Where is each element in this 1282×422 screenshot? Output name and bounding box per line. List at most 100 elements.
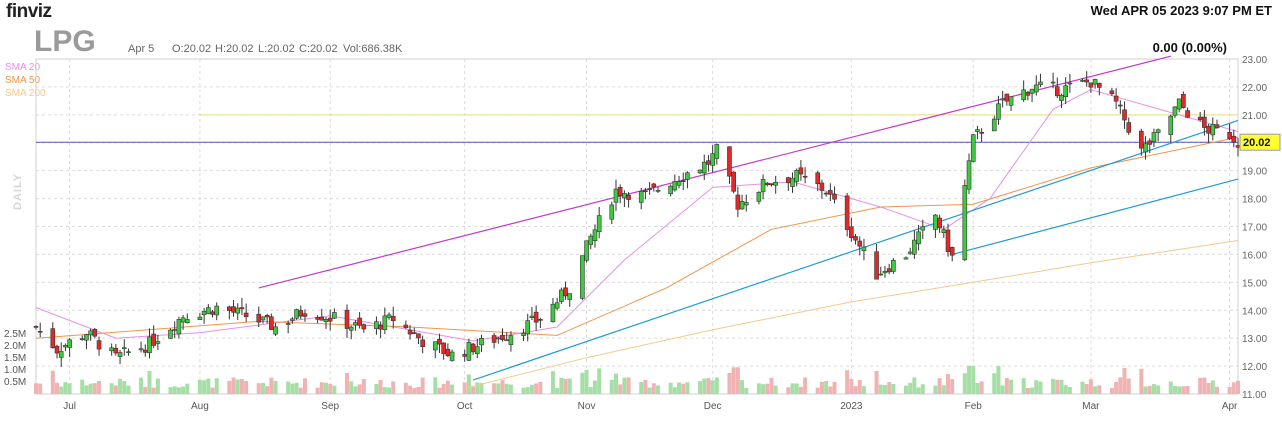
candle-body [508, 335, 514, 345]
volume-bar [1118, 377, 1123, 394]
volume-bar [698, 381, 703, 394]
volume-bar [256, 383, 261, 394]
volume-bar [1185, 385, 1190, 394]
candle-body [210, 311, 215, 315]
volume-bar [181, 386, 186, 394]
candle-body [874, 251, 879, 280]
candle-body [979, 131, 984, 134]
volume-bar [412, 387, 417, 394]
candle-body [1172, 106, 1178, 116]
candle-body [1206, 125, 1211, 134]
candle-body [294, 309, 299, 319]
candle-body [332, 312, 337, 319]
volume-tick-label: 0.5M [4, 377, 26, 388]
volume-bar [832, 381, 837, 394]
volume-bar [357, 384, 362, 394]
volume-bar [916, 387, 921, 394]
candle-body [496, 337, 501, 340]
volume-bar [172, 386, 177, 394]
sma200-line [464, 240, 1239, 389]
volume-tick-label: 1.5M [4, 353, 26, 364]
candle-body [617, 187, 623, 196]
candle-body [613, 188, 619, 203]
candle-body [559, 289, 564, 302]
volume-bar [500, 380, 505, 394]
candle-body [348, 326, 354, 331]
volume-bar [903, 385, 908, 394]
last-price-box [1239, 133, 1281, 151]
x-tick-label: Nov [578, 401, 596, 412]
volume-bar [88, 383, 93, 394]
volume-bar [1227, 386, 1232, 394]
volume-bar [853, 386, 858, 394]
volume-bar [912, 377, 917, 394]
volume-bar [143, 387, 148, 394]
volume-bar [1168, 381, 1173, 394]
volume-bar [244, 380, 249, 394]
candle-body [378, 324, 383, 330]
volume-bar [538, 381, 543, 394]
candle-body [794, 170, 800, 182]
candlesticks [33, 71, 1241, 367]
volume-bar [735, 367, 740, 394]
volume-bar [38, 383, 43, 394]
candle-body [285, 323, 291, 325]
candle-body [592, 229, 598, 242]
volume-bar [294, 382, 299, 394]
volume-bar [933, 385, 938, 394]
candle-body [533, 311, 539, 323]
candle-body [815, 172, 821, 185]
candle-body [832, 193, 837, 200]
candle-body [819, 182, 825, 191]
candle-body [1092, 79, 1098, 85]
volume-bar [273, 380, 278, 394]
candle-body [907, 251, 913, 254]
finviz-logo[interactable]: finviz [6, 1, 52, 22]
volume-bar [403, 382, 408, 394]
candle-body [769, 183, 774, 186]
volume-bar [950, 379, 955, 394]
candle-body [975, 129, 980, 132]
candle-body [668, 185, 673, 195]
volume-bar [706, 378, 711, 394]
candle-body [323, 319, 329, 323]
candle-body [743, 202, 749, 206]
volume-bar [475, 382, 480, 394]
volume-bar [845, 370, 850, 394]
volume-bar [1156, 385, 1161, 394]
candle-body [445, 348, 451, 357]
volume-bar [50, 370, 55, 394]
volume-bar [323, 382, 328, 394]
candle-body [580, 255, 585, 299]
candle-body [996, 103, 1001, 120]
volume-bar [1206, 382, 1211, 394]
ohlc-date: Apr 5 [128, 43, 155, 55]
volume-bar [592, 380, 597, 394]
candle-body [479, 337, 484, 346]
candle-body [1021, 89, 1026, 101]
volume-bar [1172, 386, 1177, 394]
candle-body [84, 334, 89, 341]
candle-body [1084, 79, 1089, 83]
candle-body [1008, 96, 1014, 106]
candle-body [403, 324, 409, 328]
volume-bar [920, 384, 925, 394]
volume-bar [946, 373, 951, 394]
volume-bar [378, 379, 383, 394]
volume-bar [609, 379, 614, 394]
candle-body [92, 329, 98, 337]
candle-body [319, 316, 325, 321]
horizontal-lines [36, 114, 1238, 143]
price-change: 0.00 (0.00%) [1152, 40, 1227, 55]
candle-body [773, 181, 778, 186]
chart-datetime: Wed APR 05 2023 9:07 PM ET [1090, 3, 1272, 18]
volume-bar [286, 381, 291, 394]
candle-body [67, 339, 72, 348]
candle-body [970, 134, 976, 162]
volume-bar [227, 380, 232, 394]
candle-body [353, 322, 358, 326]
candle-body [155, 341, 161, 344]
candle-body [1004, 93, 1010, 102]
volume-bar [126, 385, 131, 394]
